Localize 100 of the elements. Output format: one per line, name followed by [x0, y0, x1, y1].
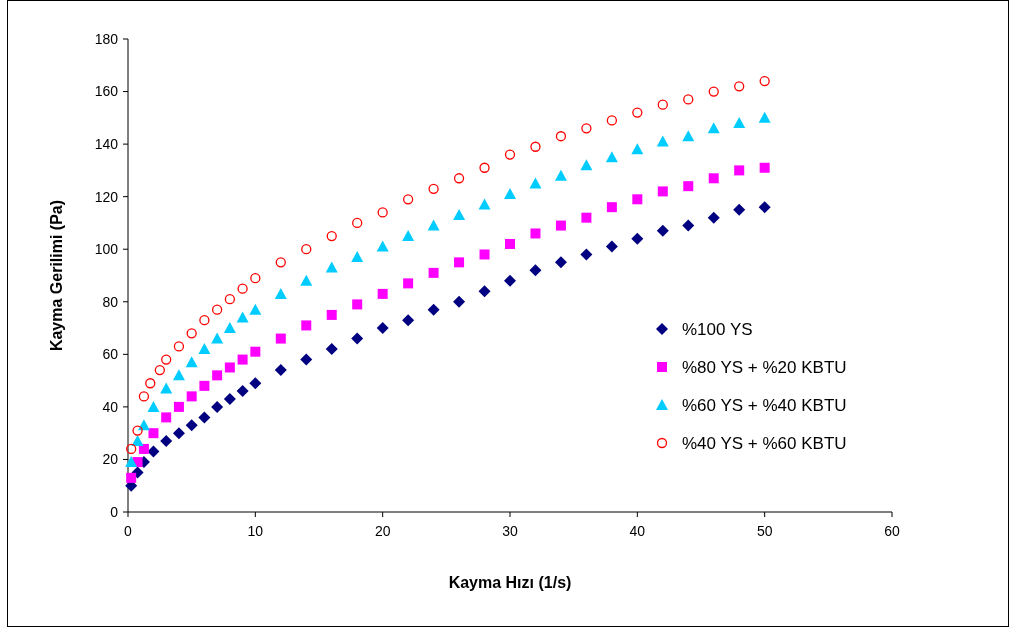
point — [453, 173, 465, 184]
point — [147, 445, 160, 458]
point — [683, 94, 694, 105]
point — [478, 198, 491, 210]
legend-label: %80 YS + %20 KBTU — [682, 357, 847, 377]
point — [352, 217, 363, 229]
point — [250, 346, 261, 357]
y-tick-label: 100 — [94, 241, 119, 258]
point — [125, 456, 138, 468]
point — [212, 370, 223, 381]
point — [656, 224, 669, 237]
point — [631, 232, 644, 245]
point — [126, 472, 137, 483]
point — [605, 240, 618, 253]
point — [160, 435, 173, 448]
point — [224, 362, 235, 373]
point — [632, 107, 643, 118]
point — [154, 364, 165, 376]
point — [453, 295, 466, 308]
x-tick-label: 60 — [884, 523, 900, 539]
x-tick-label: 10 — [247, 523, 264, 539]
point — [555, 220, 566, 231]
point — [325, 343, 338, 356]
point — [131, 435, 144, 447]
point — [172, 369, 185, 381]
y-tick-label: 40 — [102, 398, 119, 415]
point — [554, 169, 567, 181]
point — [606, 115, 618, 126]
point — [199, 380, 210, 391]
point — [479, 162, 490, 173]
point — [274, 287, 287, 299]
point — [632, 194, 643, 205]
point — [758, 111, 771, 123]
point — [657, 99, 668, 110]
point — [453, 209, 466, 221]
point — [186, 328, 197, 339]
point — [478, 285, 491, 298]
x-tick-label: 40 — [629, 523, 646, 539]
point — [428, 183, 439, 194]
point — [236, 311, 249, 323]
point — [326, 309, 337, 320]
point — [160, 382, 173, 394]
point — [580, 159, 593, 171]
point — [708, 173, 719, 184]
legend-label: %60 YS + %40 KBTU — [682, 395, 847, 415]
point — [403, 278, 414, 289]
point — [186, 391, 197, 402]
point — [126, 443, 137, 455]
point — [376, 240, 389, 252]
point — [733, 117, 746, 129]
point — [708, 86, 719, 97]
x-tick-label: 0 — [124, 523, 133, 539]
point — [250, 272, 261, 284]
legend-label: %100 YS — [682, 319, 753, 339]
point — [352, 299, 363, 310]
point — [185, 419, 198, 432]
x-axis-title: Kayma Hızı (1/s) — [448, 574, 572, 591]
point — [138, 443, 149, 454]
point — [198, 343, 211, 355]
point — [300, 353, 313, 366]
point — [682, 219, 695, 232]
y-tick-label: 140 — [94, 136, 119, 153]
point — [325, 261, 338, 273]
point — [173, 341, 185, 352]
y-tick-label: 180 — [94, 30, 119, 47]
point — [275, 333, 286, 344]
y-tick-label: 160 — [94, 83, 119, 100]
point — [707, 122, 720, 134]
point — [351, 251, 364, 263]
point — [504, 274, 516, 287]
point — [275, 257, 286, 268]
point — [581, 123, 592, 134]
x-tick-label: 50 — [756, 523, 773, 539]
point — [529, 264, 542, 277]
point — [237, 283, 248, 294]
point — [555, 131, 567, 142]
point — [580, 248, 593, 261]
point — [223, 393, 236, 406]
point — [145, 378, 156, 389]
point — [211, 400, 224, 413]
point — [249, 303, 262, 315]
point — [554, 256, 567, 269]
point — [138, 391, 150, 402]
y-tick-label: 120 — [94, 188, 119, 205]
y-tick-label: 80 — [102, 293, 119, 310]
point — [428, 267, 439, 278]
point — [530, 228, 541, 239]
y-axis-title: Kayma Gerilimi (Pa) — [48, 199, 65, 352]
legend-label: %40 YS + %60 KBTU — [682, 433, 847, 453]
point — [161, 354, 172, 365]
point — [758, 201, 771, 214]
point — [606, 202, 617, 213]
point — [733, 203, 746, 216]
point — [530, 141, 541, 152]
point — [377, 288, 388, 299]
point — [211, 332, 224, 344]
point — [198, 411, 211, 424]
point — [161, 412, 172, 423]
point — [734, 81, 745, 92]
point — [707, 211, 720, 224]
